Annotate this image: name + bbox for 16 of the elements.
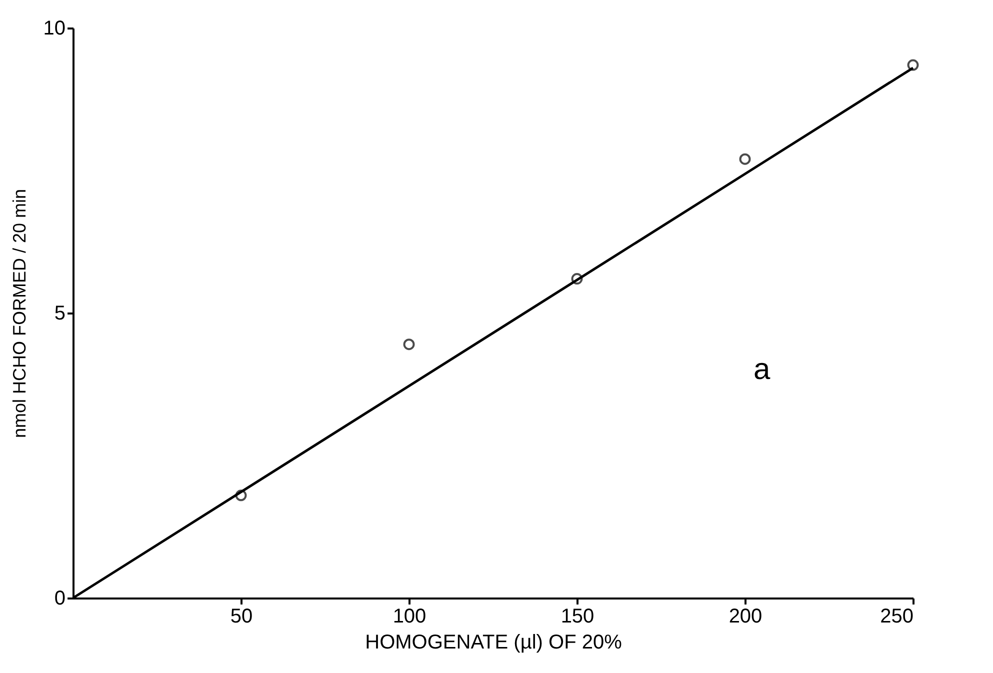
- y-tick-label: 10: [43, 18, 66, 40]
- y-axis-title: nmol HCHO FORMED / 20 min: [9, 188, 30, 438]
- x-tick-label: 150: [560, 606, 594, 628]
- x-tick-label: 100: [392, 606, 426, 628]
- x-tick-label: 250: [880, 606, 914, 628]
- point: [403, 338, 415, 350]
- y-tick-label: 0: [54, 588, 66, 610]
- x-tick-label: 50: [230, 606, 253, 628]
- point: [739, 153, 751, 165]
- annotation: a: [753, 353, 770, 386]
- y-tick-label: 5: [54, 302, 66, 324]
- x-axis-title: HOMOGENATE (µl) OF 20%: [365, 632, 622, 654]
- point: [235, 490, 247, 502]
- point: [571, 273, 583, 285]
- point: [907, 59, 919, 71]
- x-tick-label: 200: [728, 606, 762, 628]
